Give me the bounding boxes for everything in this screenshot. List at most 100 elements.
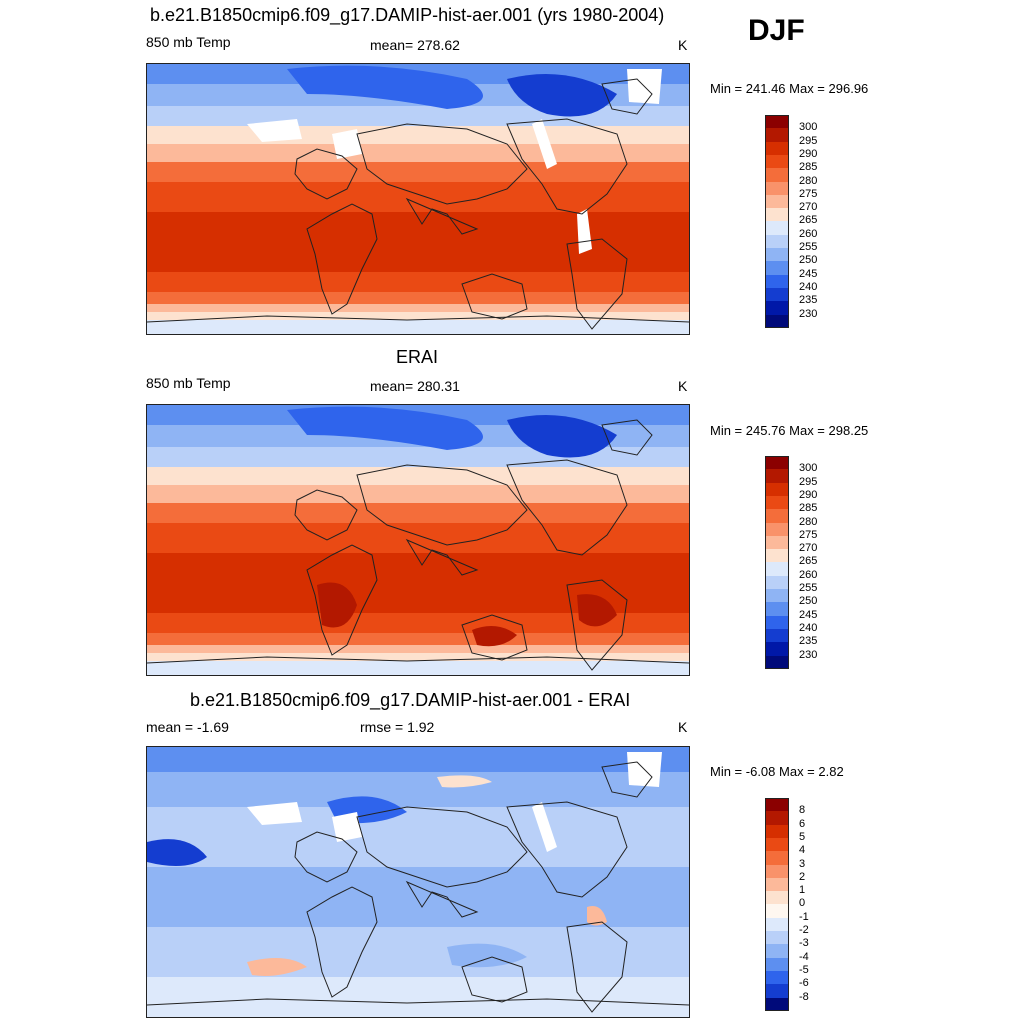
coastline bbox=[294, 831, 358, 883]
coastline bbox=[356, 464, 528, 546]
colorbar-label: 230 bbox=[799, 307, 818, 320]
colorbar-swatch bbox=[765, 314, 789, 329]
colorbar-swatch bbox=[765, 234, 789, 249]
colorbar-label: -2 bbox=[799, 924, 809, 936]
colorbar-frame bbox=[765, 456, 789, 669]
colorbar-label: 275 bbox=[799, 187, 818, 200]
colorbar-swatch bbox=[765, 469, 789, 484]
temperature-region bbox=[507, 74, 617, 117]
colorbar-label: 265 bbox=[799, 555, 818, 568]
coastline bbox=[147, 998, 689, 1006]
temperature-region bbox=[532, 802, 557, 852]
colorbar-swatch bbox=[765, 655, 789, 670]
colorbar-label: 270 bbox=[799, 201, 818, 214]
temperature-region bbox=[437, 775, 492, 788]
temperature-region bbox=[247, 119, 302, 142]
colorbar-label: 250 bbox=[799, 595, 818, 608]
coastline bbox=[306, 203, 378, 315]
temperature-band bbox=[147, 653, 689, 661]
temperature-band bbox=[147, 182, 689, 212]
colorbar-label: 255 bbox=[799, 582, 818, 594]
colorbar-label: 280 bbox=[799, 174, 818, 187]
rmse-label: rmse = 1.92 bbox=[360, 719, 435, 735]
diff-mean-label: mean = -1.69 bbox=[146, 719, 229, 735]
coastline bbox=[306, 886, 378, 998]
colorbar-swatch bbox=[765, 181, 789, 196]
colorbar-label: 230 bbox=[799, 648, 818, 661]
season-label: DJF bbox=[748, 14, 805, 47]
units-label: K bbox=[678, 719, 688, 735]
coastline bbox=[506, 118, 628, 215]
temperature-region bbox=[332, 812, 362, 842]
colorbar-swatch bbox=[765, 274, 789, 289]
colorbar-swatch bbox=[765, 917, 789, 932]
coastline bbox=[601, 419, 653, 456]
colorbar-swatch bbox=[765, 824, 789, 839]
temperature-region bbox=[577, 209, 592, 254]
temperature-band bbox=[147, 772, 689, 807]
temperature-region bbox=[587, 906, 607, 926]
colorbar-label: 290 bbox=[799, 147, 818, 160]
colorbar-label: 255 bbox=[799, 241, 818, 253]
colorbar-swatch bbox=[765, 944, 789, 959]
colorbar-label: 6 bbox=[799, 817, 806, 830]
colorbar-swatch bbox=[765, 456, 789, 470]
temperature-band bbox=[147, 485, 689, 503]
colorbar-swatch bbox=[765, 864, 789, 879]
map-model bbox=[146, 63, 690, 335]
colorbar-swatch bbox=[765, 221, 789, 236]
temperature-band bbox=[147, 144, 689, 162]
temperature-band bbox=[147, 272, 689, 292]
colorbar-label: 285 bbox=[799, 161, 818, 174]
temperature-band bbox=[147, 661, 689, 675]
coastline bbox=[601, 78, 653, 115]
coastline bbox=[566, 921, 628, 1013]
colorbar-label: 235 bbox=[799, 635, 818, 648]
colorbar-swatch bbox=[765, 128, 789, 143]
colorbar-label: 290 bbox=[799, 488, 818, 501]
coastline bbox=[506, 801, 628, 898]
coastline bbox=[506, 459, 628, 556]
temperature-band bbox=[147, 292, 689, 304]
coastline bbox=[601, 761, 653, 798]
colorbar-label: 240 bbox=[799, 280, 818, 293]
colorbar-swatch bbox=[765, 970, 789, 985]
temperature-band bbox=[147, 447, 689, 467]
panel-title: b.e21.B1850cmip6.f09_g17.DAMIP-hist-aer.… bbox=[150, 5, 665, 25]
colorbar-label: 245 bbox=[799, 608, 818, 621]
mean-label: mean= 280.31 bbox=[370, 378, 460, 394]
minmax-label: Min = 241.46 Max = 296.96 bbox=[710, 81, 869, 96]
temperature-region bbox=[147, 839, 207, 866]
temperature-band bbox=[147, 467, 689, 485]
colorbar-swatch bbox=[765, 248, 789, 262]
temperature-band bbox=[147, 503, 689, 523]
temperature-band bbox=[147, 977, 689, 1017]
colorbar-label: 8 bbox=[799, 804, 806, 817]
units-label: K bbox=[678, 37, 688, 53]
variable-label: 850 mb Temp bbox=[146, 34, 231, 50]
temperature-band bbox=[147, 212, 689, 272]
coastline bbox=[566, 579, 628, 671]
colorbar-swatch bbox=[765, 301, 789, 315]
colorbar-swatch bbox=[765, 115, 789, 129]
map-canvas bbox=[147, 64, 689, 334]
temperature-band bbox=[147, 747, 689, 772]
temperature-region bbox=[577, 594, 617, 627]
colorbar-swatch bbox=[765, 615, 789, 630]
colorbar-swatch bbox=[765, 984, 789, 998]
units-label: K bbox=[678, 378, 688, 394]
colorbar-swatch bbox=[765, 154, 789, 169]
temperature-region bbox=[532, 119, 557, 169]
colorbar-label: 2 bbox=[799, 870, 806, 883]
coastline bbox=[405, 538, 479, 576]
temperature-band bbox=[147, 523, 689, 553]
temperature-band bbox=[147, 304, 689, 312]
colorbar-swatch bbox=[765, 495, 789, 510]
coastline bbox=[147, 656, 689, 664]
colorbar-swatch bbox=[765, 535, 789, 550]
colorbar-label: 280 bbox=[799, 515, 818, 528]
colorbar-swatch bbox=[765, 811, 789, 826]
colorbar-swatch bbox=[765, 287, 789, 302]
colorbar-label: 275 bbox=[799, 528, 818, 541]
panel-title: b.e21.B1850cmip6.f09_g17.DAMIP-hist-aer.… bbox=[190, 690, 631, 710]
